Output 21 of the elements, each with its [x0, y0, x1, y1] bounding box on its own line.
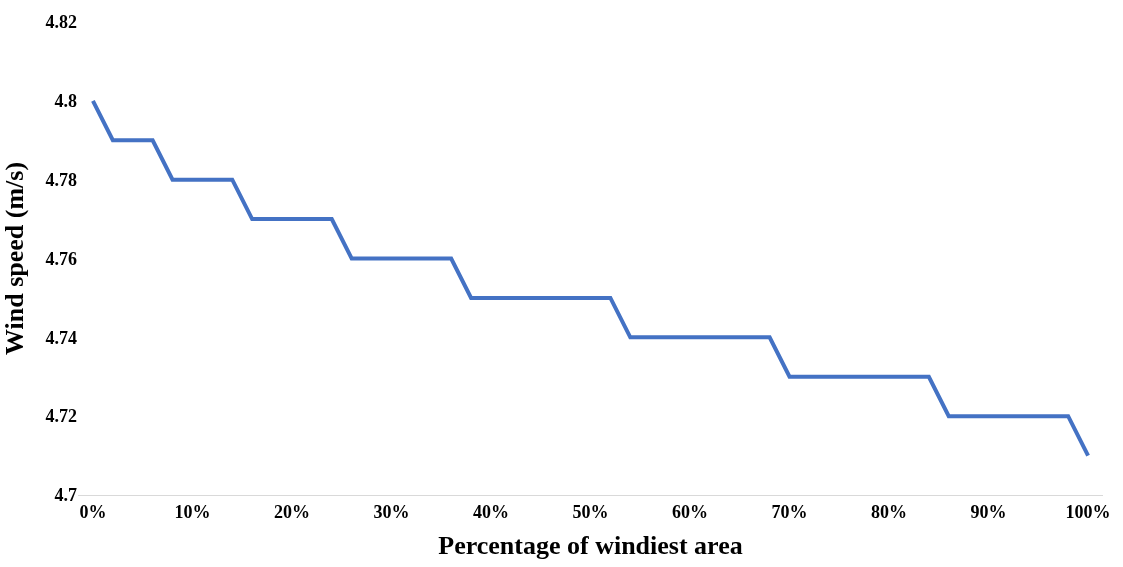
y-tick-label: 4.82	[45, 12, 77, 33]
x-tick-label: 80%	[871, 501, 908, 522]
x-tick-label: 40%	[472, 501, 509, 522]
x-tick-label: 70%	[771, 501, 808, 522]
y-tick-label: 4.72	[45, 406, 77, 427]
y-tick-label: 4.76	[45, 248, 77, 269]
y-axis-title: Wind speed (m/s)	[0, 161, 29, 356]
x-tick-label: 20%	[273, 501, 310, 522]
x-tick-label: 10%	[174, 501, 211, 522]
y-tick-label: 4.8	[54, 91, 77, 112]
x-axis-title: Percentage of windiest area	[438, 531, 743, 561]
y-tick-label: 4.74	[45, 327, 77, 348]
x-tick-label: 30%	[373, 501, 410, 522]
line-series	[90, 98, 1091, 458]
x-tick-label: 60%	[672, 501, 709, 522]
y-tick-label: 4.78	[45, 169, 77, 190]
y-tick-label: 4.7	[54, 485, 77, 506]
x-tick-label: 90%	[970, 501, 1007, 522]
x-tick-label: 0%	[79, 501, 107, 522]
x-tick-label: 50%	[572, 501, 609, 522]
x-tick-label: 100%	[1065, 501, 1111, 522]
